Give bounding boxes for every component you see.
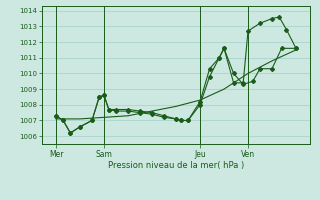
X-axis label: Pression niveau de la mer( hPa ): Pression niveau de la mer( hPa ) [108,161,244,170]
